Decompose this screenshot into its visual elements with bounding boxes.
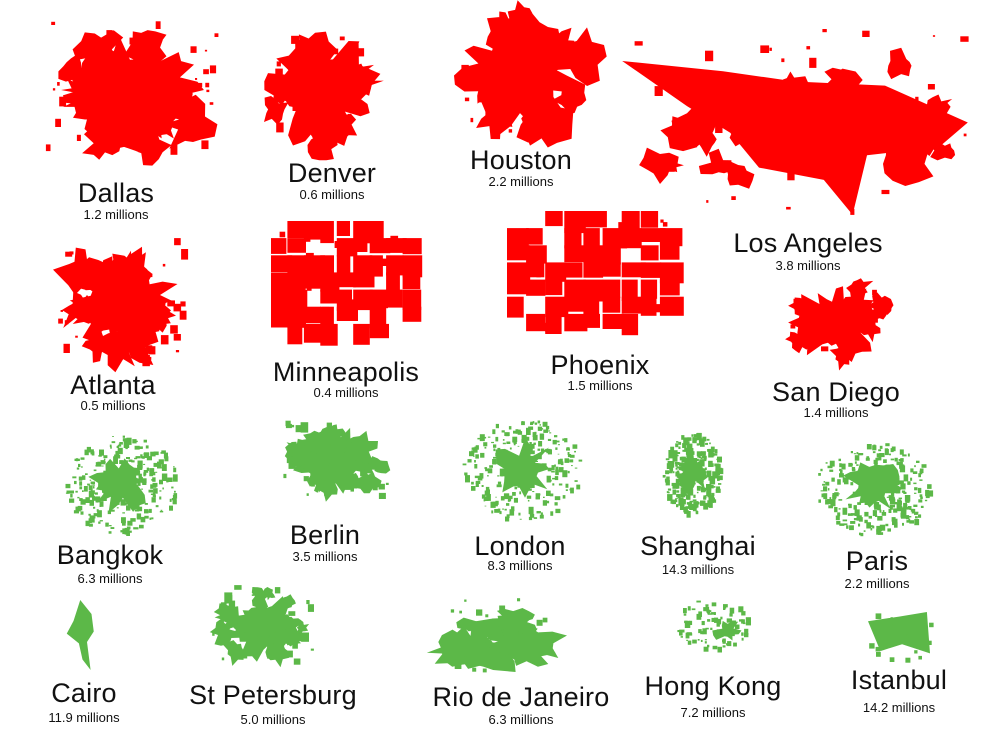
- city-name-shanghai: Shanghai: [640, 531, 756, 561]
- city-population-rio-de-janeiro: 6.3 millions: [488, 712, 554, 727]
- city-population-phoenix: 1.5 millions: [567, 378, 633, 393]
- city-name-phoenix: Phoenix: [550, 350, 650, 380]
- footprint-shape-istanbul: [868, 612, 934, 663]
- footprint-shape-bangkok: [65, 435, 178, 536]
- footprint-phoenix: [507, 211, 684, 336]
- footprint-shape-houston: [454, 0, 607, 148]
- city-population-denver: 0.6 millions: [299, 187, 365, 202]
- city-name-hong-kong: Hong Kong: [644, 671, 782, 701]
- city-population-shanghai: 14.3 millions: [661, 562, 735, 577]
- footprint-shape-atlanta: [53, 238, 189, 373]
- footprint-shape-hong-kong: [677, 600, 751, 653]
- footprint-minneapolis: [271, 221, 423, 346]
- footprint-shanghai: [662, 432, 724, 518]
- city-population-atlanta: 0.5 millions: [80, 398, 146, 413]
- city-name-st-petersburg: St Petersburg: [189, 680, 357, 710]
- city-population-berlin: 3.5 millions: [292, 549, 358, 564]
- city-population-minneapolis: 0.4 millions: [313, 385, 379, 400]
- footprint-denver: [264, 31, 384, 161]
- city-name-denver: Denver: [287, 158, 377, 188]
- footprint-hong-kong: [675, 598, 751, 653]
- city-population-london: 8.3 millions: [487, 558, 553, 573]
- city-population-st-petersburg: 5.0 millions: [240, 712, 306, 727]
- city-population-los-angeles: 3.8 millions: [775, 258, 841, 273]
- city-population-paris: 2.2 millions: [844, 576, 910, 591]
- footprint-houston: [454, 0, 607, 148]
- footprint-cairo: [60, 600, 105, 670]
- footprint-shape-dallas: [45, 21, 219, 166]
- city-name-atlanta: Atlanta: [70, 370, 156, 400]
- footprint-berlin: [282, 420, 391, 502]
- city-name-berlin: Berlin: [289, 520, 361, 550]
- city-name-cairo: Cairo: [51, 678, 117, 708]
- footprint-san-diego: [785, 278, 894, 371]
- city-population-houston: 2.2 millions: [488, 174, 554, 189]
- city-name-istanbul: Istanbul: [850, 665, 948, 695]
- footprint-istanbul: [868, 612, 934, 663]
- city-name-paris: Paris: [845, 546, 909, 576]
- footprint-shape-shanghai: [662, 432, 724, 518]
- city-population-cairo: 11.9 millions: [48, 710, 120, 725]
- city-name-los-angeles: Los Angeles: [733, 228, 883, 258]
- city-name-san-diego: San Diego: [772, 377, 900, 407]
- footprint-london: [462, 418, 583, 522]
- footprint-bangkok: [65, 435, 178, 536]
- city-name-houston: Houston: [470, 145, 572, 175]
- footprint-shape-cairo: [66, 600, 94, 670]
- footprint-rio-de-janeiro: [426, 597, 567, 673]
- city-name-minneapolis: Minneapolis: [272, 357, 420, 387]
- footprint-shape-berlin: [283, 420, 391, 502]
- footprint-st-petersburg: [209, 585, 315, 670]
- city-population-san-diego: 1.4 millions: [803, 405, 869, 420]
- footprint-shape-phoenix: [507, 211, 684, 336]
- city-population-istanbul: 14.2 millions: [862, 700, 936, 715]
- footprint-dallas: [40, 20, 220, 166]
- footprint-paris: [815, 442, 934, 537]
- city-name-bangkok: Bangkok: [56, 540, 164, 570]
- footprint-shape-london: [462, 420, 583, 522]
- footprint-shape-san-diego: [785, 278, 894, 371]
- footprint-atlanta: [53, 238, 190, 373]
- footprint-los-angeles: [615, 20, 975, 225]
- footprint-shape-st-petersburg: [209, 585, 314, 668]
- footprint-shape-paris: [818, 443, 934, 537]
- city-name-london: London: [474, 531, 566, 561]
- city-name-rio-de-janeiro: Rio de Janeiro: [432, 682, 610, 712]
- footprint-shape-rio-de-janeiro: [426, 598, 567, 673]
- footprint-shape-minneapolis: [271, 221, 423, 346]
- city-population-hong-kong: 7.2 millions: [680, 705, 746, 720]
- city-population-dallas: 1.2 millions: [83, 207, 149, 222]
- city-name-dallas: Dallas: [77, 178, 155, 208]
- city-population-bangkok: 6.3 millions: [77, 571, 143, 586]
- footprint-shape-los-angeles: [622, 29, 969, 215]
- footprint-shape-denver: [264, 31, 384, 161]
